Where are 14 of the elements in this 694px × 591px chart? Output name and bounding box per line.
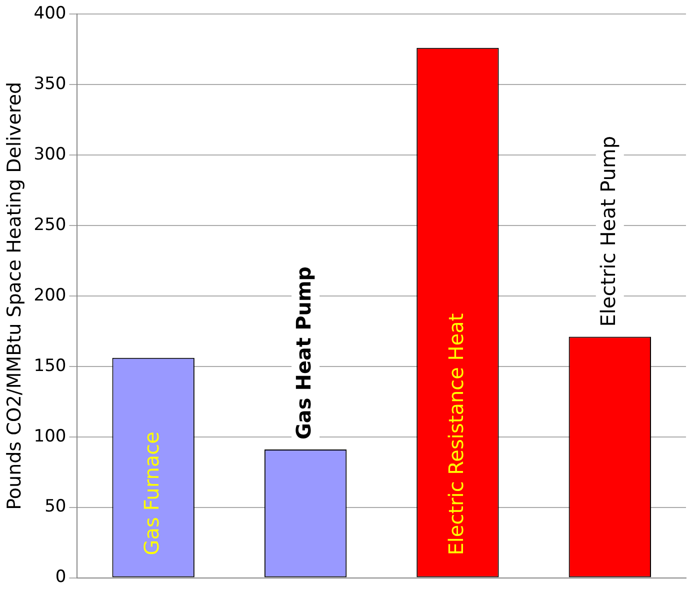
y-tick-label: 100 xyxy=(34,426,66,446)
x-tick-label: Electric Resistance Heat xyxy=(444,313,468,556)
y-tick-label: 300 xyxy=(34,144,66,164)
x-tick-label: Gas Heat Pump xyxy=(292,266,316,440)
x-tick-label: Electric Heat Pump xyxy=(596,136,620,327)
y-axis-title: Pounds CO2/MMBtu Space Heating Delivered xyxy=(3,82,26,510)
y-tick-label: 200 xyxy=(34,285,66,306)
y-tick-label: 350 xyxy=(34,74,66,94)
x-tick-label: Gas Furnace xyxy=(140,432,164,556)
y-tick-label: 0 xyxy=(55,567,66,588)
y-tick-label: 400 xyxy=(34,3,66,24)
y-tick-label: 50 xyxy=(44,496,66,517)
y-tick-label: 150 xyxy=(34,356,66,376)
y-tick-label: 250 xyxy=(34,214,66,235)
